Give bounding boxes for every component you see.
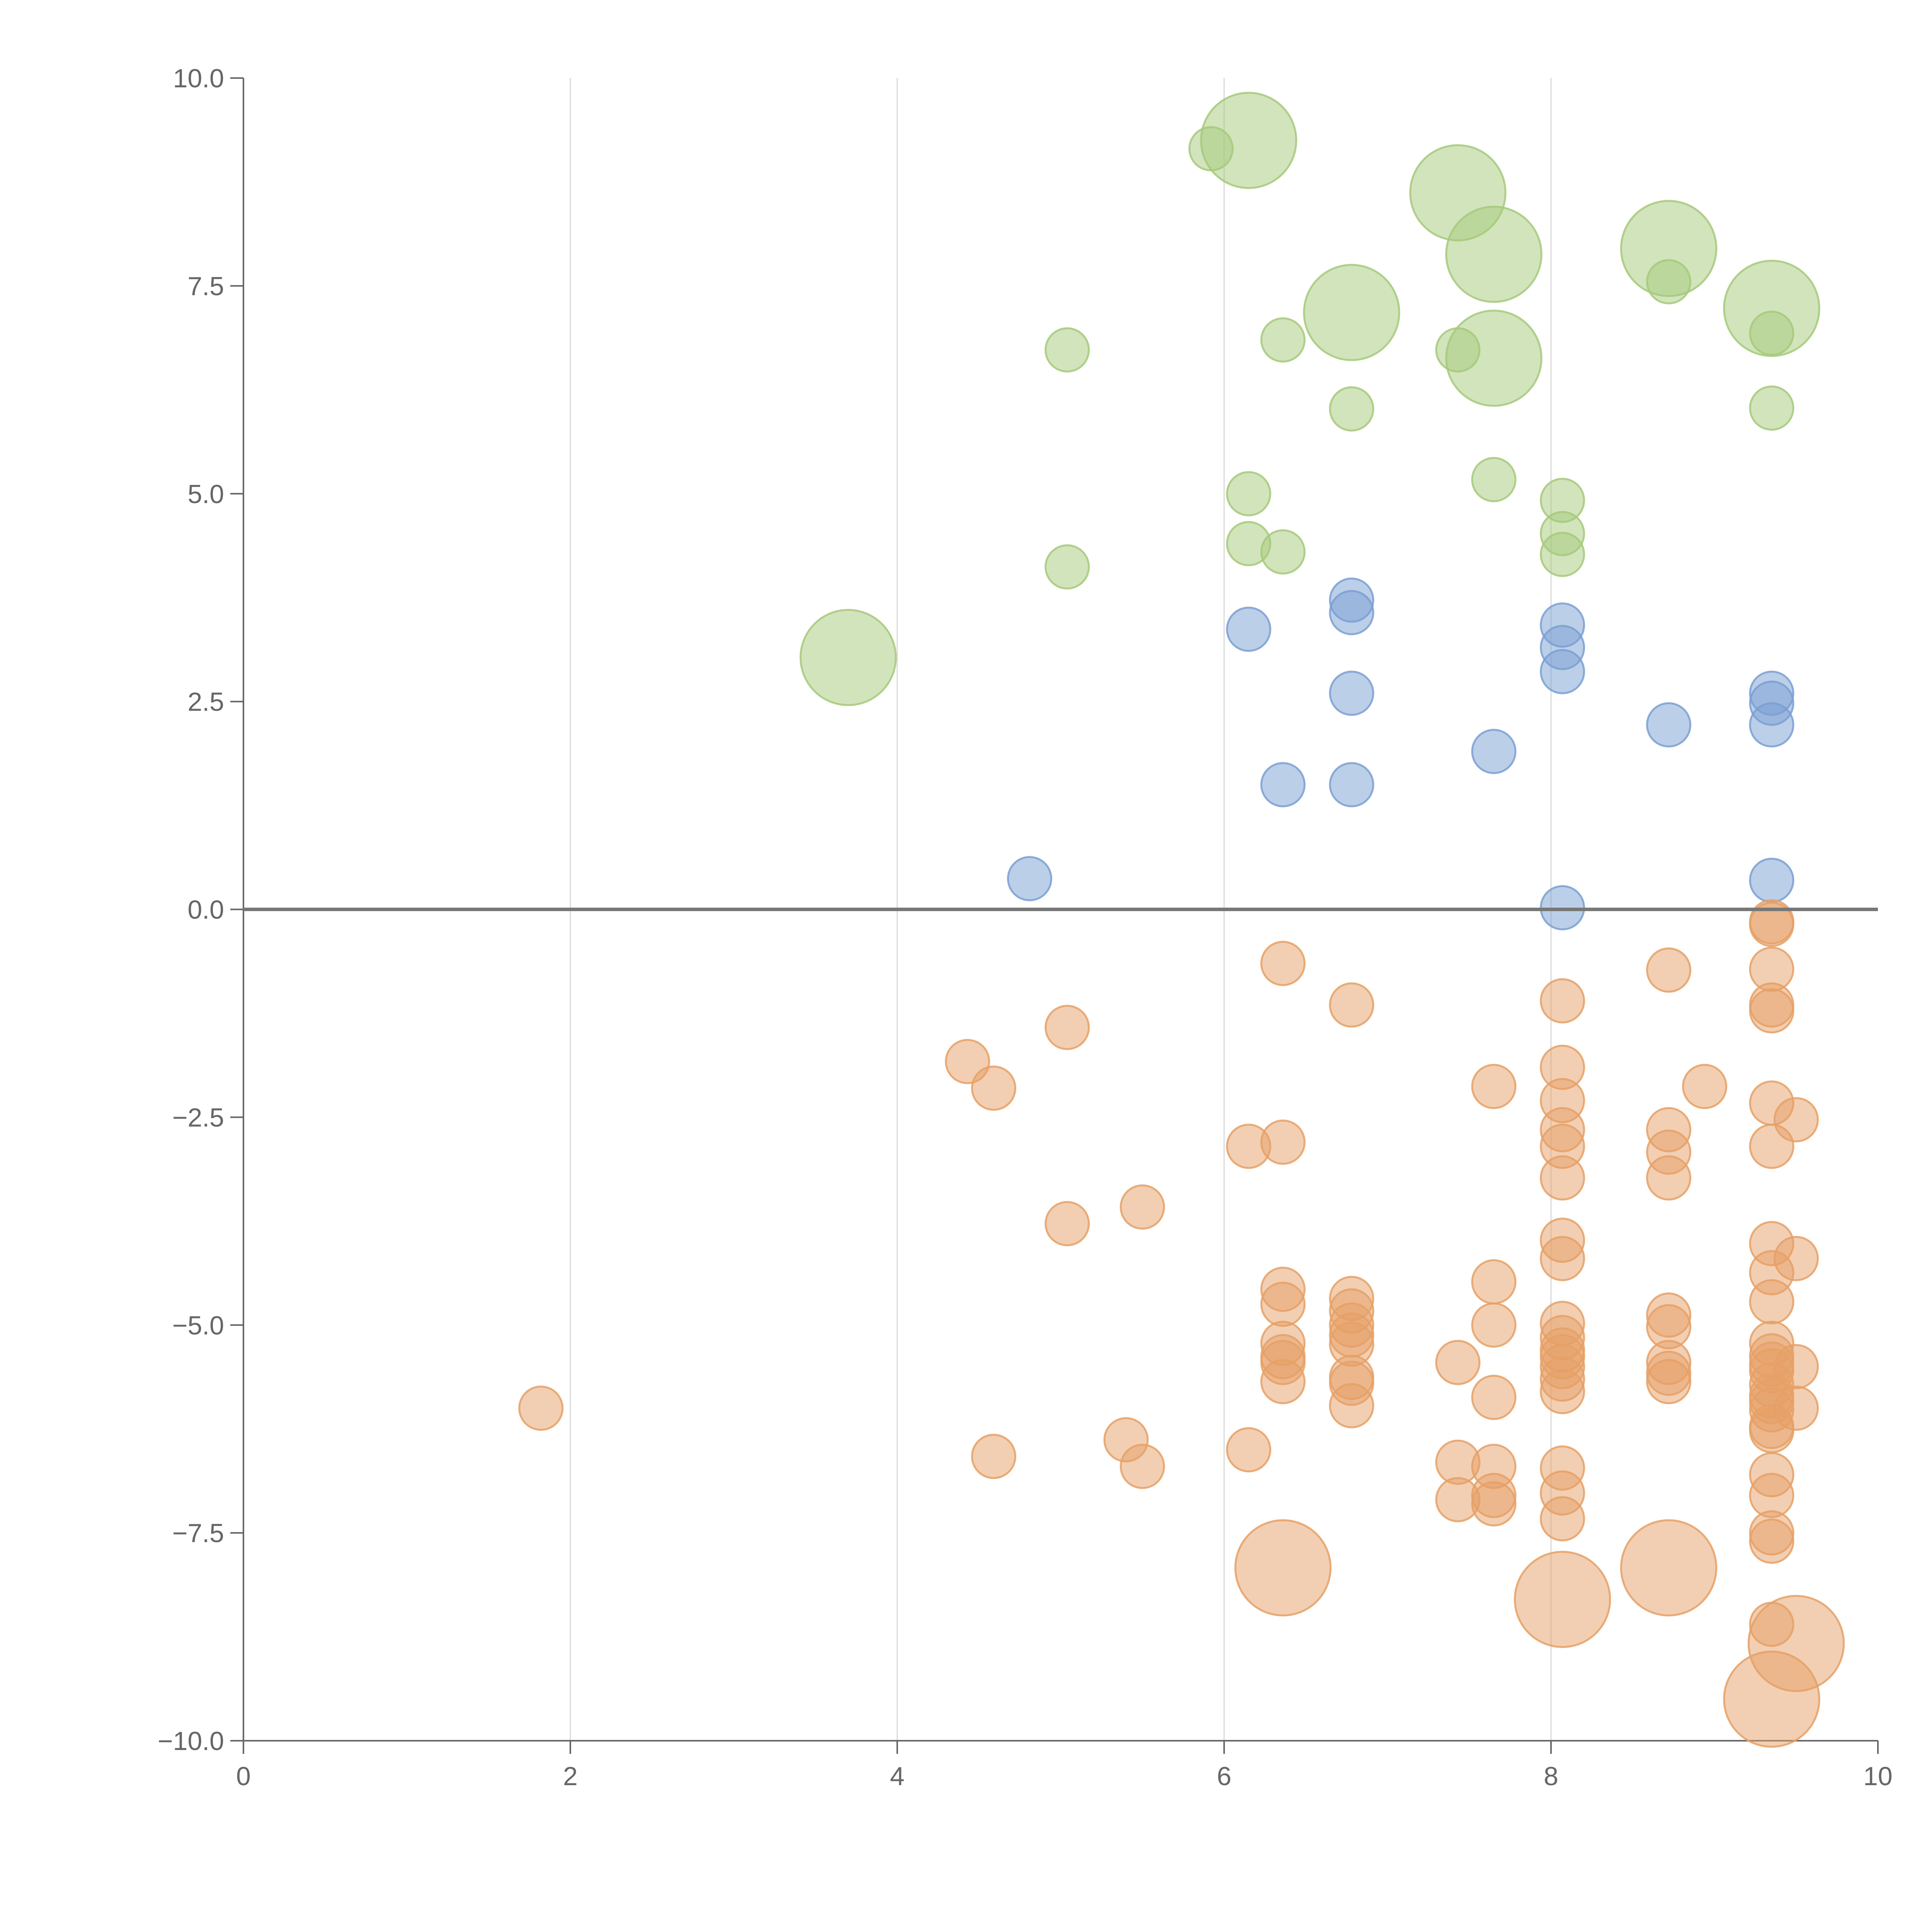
data-point-green xyxy=(1044,544,1090,590)
data-point-green xyxy=(1226,471,1271,517)
data-point-orange xyxy=(1044,1201,1090,1247)
data-point-green xyxy=(1723,260,1820,357)
data-point-blue xyxy=(1329,670,1374,716)
data-point-orange xyxy=(1471,1259,1517,1304)
data-point-orange xyxy=(971,1434,1017,1479)
data-point-blue xyxy=(1329,762,1374,808)
x-tick-label: 10 xyxy=(1863,1762,1893,1791)
data-point-orange xyxy=(1260,940,1306,986)
y-tick-label: 7.5 xyxy=(187,272,224,301)
data-point-green xyxy=(1303,264,1400,361)
data-point-orange xyxy=(1620,1519,1718,1617)
data-point-blue xyxy=(1260,762,1306,808)
data-point-green xyxy=(1540,532,1585,577)
x-tick-label: 6 xyxy=(1217,1762,1231,1791)
data-point-orange xyxy=(1749,988,1794,1034)
data-point-orange xyxy=(1329,982,1374,1028)
data-point-green xyxy=(1044,327,1090,373)
data-point-orange xyxy=(1260,1281,1306,1327)
axes: 10.0 7.5 5.0 2.5 0.0 −2.5 −5.0 −7.5 −10.0 0 2 4 6 8 10 xyxy=(158,64,1893,1791)
x-tick-label: 0 xyxy=(236,1762,251,1791)
data-point-orange xyxy=(1540,1496,1585,1542)
data-point-orange xyxy=(1260,1119,1306,1165)
data-point-blue xyxy=(1646,702,1692,748)
data-point-blue xyxy=(1749,702,1794,748)
data-point-green xyxy=(1260,529,1306,575)
data-point-green xyxy=(1749,311,1794,356)
data-point-orange xyxy=(1682,1064,1728,1109)
data-point-orange xyxy=(1749,1519,1794,1564)
x-tick-label: 8 xyxy=(1544,1762,1558,1791)
data-point-green xyxy=(799,609,897,706)
y-tick-label: −5.0 xyxy=(172,1311,224,1340)
data-point-orange xyxy=(1723,1650,1820,1748)
data-point-orange xyxy=(1749,1124,1794,1169)
data-point-orange xyxy=(1749,1279,1794,1325)
data-points xyxy=(518,92,1845,1748)
data-point-orange xyxy=(1646,1359,1692,1405)
data-point-orange xyxy=(1514,1551,1611,1648)
data-point-blue xyxy=(1007,856,1053,901)
data-point-blue xyxy=(1540,649,1585,694)
data-point-green xyxy=(1329,386,1374,432)
y-tick-label: −2.5 xyxy=(172,1103,224,1132)
data-point-green xyxy=(1749,385,1794,431)
data-point-green xyxy=(1445,206,1543,303)
data-point-green xyxy=(1471,457,1517,502)
data-point-green xyxy=(1260,317,1306,363)
data-point-orange xyxy=(1749,1408,1794,1453)
data-point-orange xyxy=(1435,1340,1481,1385)
data-point-orange xyxy=(1471,1064,1517,1109)
x-tick-label: 2 xyxy=(563,1762,578,1791)
data-point-orange xyxy=(1540,1236,1585,1281)
x-tick-label: 4 xyxy=(890,1762,905,1791)
data-point-orange xyxy=(1540,1369,1585,1414)
data-point-orange xyxy=(1749,901,1794,947)
data-point-orange xyxy=(1120,1184,1165,1230)
data-point-orange xyxy=(1120,1444,1165,1489)
y-tick-label: 0.0 xyxy=(187,895,224,925)
data-point-orange xyxy=(1471,1302,1517,1348)
data-point-orange xyxy=(1329,1383,1374,1429)
y-tick-label: 10.0 xyxy=(173,64,224,93)
data-point-orange xyxy=(1646,1155,1692,1201)
data-point-orange xyxy=(1471,1481,1517,1527)
data-point-orange xyxy=(1234,1519,1332,1617)
data-point-orange xyxy=(971,1065,1017,1111)
data-point-orange xyxy=(1540,978,1585,1024)
data-point-blue xyxy=(1329,590,1374,635)
data-point-blue xyxy=(1749,857,1794,903)
y-tick-label: 2.5 xyxy=(187,687,224,717)
y-tick-label: −10.0 xyxy=(158,1726,224,1756)
data-point-orange xyxy=(1646,947,1692,993)
data-point-blue xyxy=(1471,729,1517,774)
data-point-orange xyxy=(1260,1359,1306,1405)
data-point-green xyxy=(1445,310,1543,407)
data-point-orange xyxy=(1044,1005,1090,1050)
data-point-orange xyxy=(518,1385,564,1431)
y-tick-label: 5.0 xyxy=(187,480,224,509)
y-tick-label: −7.5 xyxy=(172,1519,224,1548)
data-point-orange xyxy=(1540,1155,1585,1201)
data-point-orange xyxy=(1226,1427,1271,1473)
data-point-green xyxy=(1646,259,1692,304)
data-point-green xyxy=(1200,92,1298,189)
data-point-orange xyxy=(1471,1374,1517,1420)
data-point-blue xyxy=(1226,606,1271,652)
